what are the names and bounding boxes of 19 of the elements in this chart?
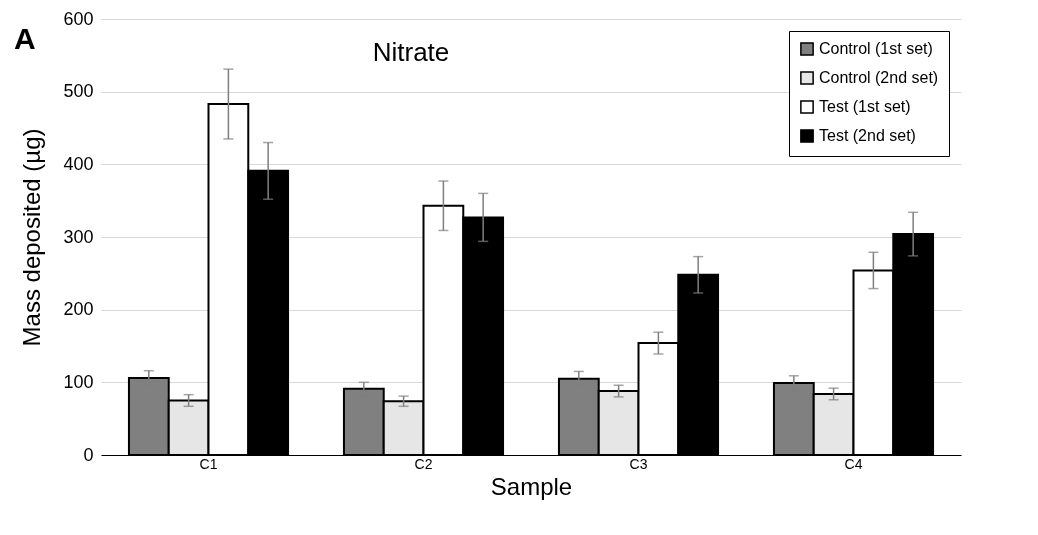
- legend-label: Test (1st set): [819, 98, 911, 115]
- x-tick-label: C4: [844, 455, 863, 472]
- y-tick-label: 600: [63, 8, 94, 29]
- y-tick-label: 0: [83, 444, 94, 465]
- y-tick-label: 200: [63, 299, 94, 320]
- y-tick-label: 100: [63, 371, 94, 392]
- legend-label: Test (2nd set): [819, 127, 916, 144]
- y-tick-label: 400: [63, 153, 94, 174]
- legend-label: Control (2nd set): [819, 69, 939, 86]
- x-tick-label: C3: [629, 455, 648, 472]
- x-tick-label: C1: [199, 455, 218, 472]
- x-axis-title: Sample: [490, 472, 573, 500]
- legend-label: Control (1st set): [819, 40, 933, 57]
- y-tick-label: 300: [63, 226, 94, 247]
- y-tick-label: 500: [63, 81, 94, 102]
- text: A: [14, 22, 36, 56]
- text: Nitrate: [372, 37, 450, 67]
- x-tick-label: C2: [414, 455, 433, 472]
- y-axis-title: Mass deposited (µg): [18, 128, 46, 347]
